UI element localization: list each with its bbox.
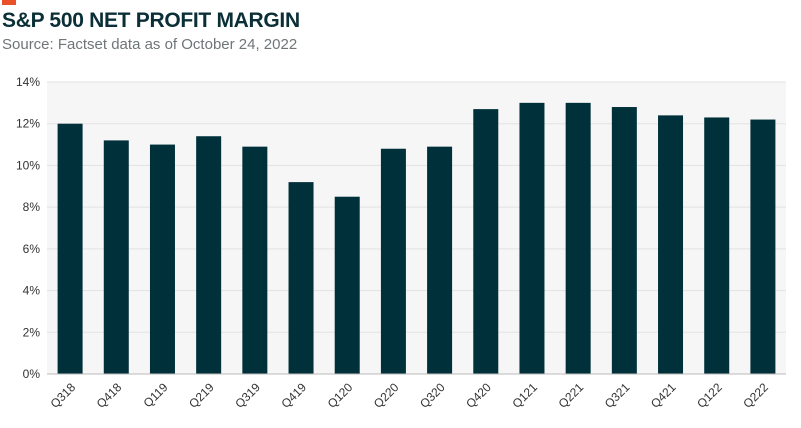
x-tick-label: Q121 bbox=[509, 380, 540, 411]
x-tick-label: Q220 bbox=[371, 380, 402, 411]
x-tick-label: Q318 bbox=[48, 380, 79, 411]
x-tick-label: Q319 bbox=[232, 380, 263, 411]
bar bbox=[57, 123, 83, 374]
bar bbox=[750, 119, 776, 375]
bar bbox=[565, 102, 591, 374]
x-tick-label: Q420 bbox=[463, 380, 494, 411]
bar bbox=[427, 146, 453, 374]
bar bbox=[288, 182, 314, 374]
bar bbox=[196, 136, 222, 374]
x-tick-label: Q120 bbox=[325, 380, 356, 411]
y-tick-label: 10% bbox=[16, 158, 40, 172]
x-tick-label: Q119 bbox=[141, 380, 171, 410]
y-tick-label: 6% bbox=[23, 242, 41, 256]
bar bbox=[704, 117, 730, 374]
bar bbox=[242, 146, 268, 374]
x-tick-label: Q320 bbox=[417, 380, 448, 411]
chart-subtitle: Source: Factset data as of October 24, 2… bbox=[2, 36, 298, 53]
y-tick-label: 8% bbox=[23, 200, 41, 214]
bar bbox=[380, 148, 406, 374]
y-tick-label: 4% bbox=[23, 284, 41, 298]
y-tick-label: 2% bbox=[23, 325, 41, 339]
x-tick-label: Q222 bbox=[740, 380, 771, 411]
bar bbox=[149, 144, 175, 374]
bar bbox=[658, 115, 684, 374]
y-tick-label: 14% bbox=[16, 75, 40, 89]
x-tick-label: Q418 bbox=[94, 380, 125, 411]
x-tick-label: Q122 bbox=[694, 380, 725, 411]
bar bbox=[611, 107, 637, 375]
bar bbox=[103, 140, 129, 374]
accent-bar bbox=[2, 0, 16, 5]
chart-title: S&P 500 NET PROFIT MARGIN bbox=[2, 9, 300, 32]
y-tick-label: 0% bbox=[23, 367, 41, 381]
x-tick-label: Q219 bbox=[186, 380, 217, 411]
x-tick-label: Q421 bbox=[648, 380, 679, 411]
x-tick-label: Q419 bbox=[278, 380, 309, 411]
bar bbox=[473, 109, 499, 374]
y-tick-label: 12% bbox=[16, 117, 40, 131]
bar bbox=[519, 102, 545, 374]
bar bbox=[334, 196, 360, 374]
x-tick-label: Q321 bbox=[602, 380, 633, 411]
x-tick-label: Q221 bbox=[556, 380, 587, 411]
